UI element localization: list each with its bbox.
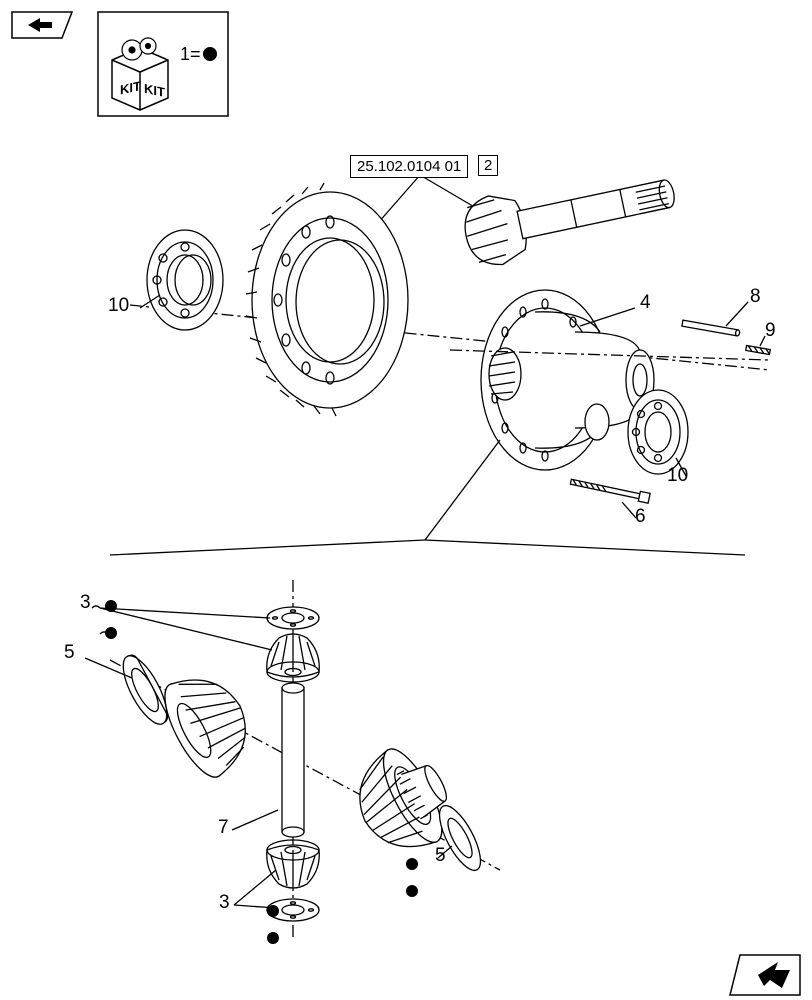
kit-legend-text: 1= bbox=[180, 44, 201, 64]
forward-icon[interactable] bbox=[730, 955, 800, 995]
callout-10b: 10 bbox=[667, 465, 688, 487]
bolt bbox=[570, 477, 650, 503]
side-gear-left bbox=[154, 660, 265, 785]
diagram-canvas: KIT KIT 1= bbox=[0, 0, 812, 1000]
callout-5b: 5 bbox=[435, 845, 446, 867]
reference-code: 25.102.0104 01 bbox=[357, 158, 461, 175]
spider-gear-top bbox=[267, 634, 320, 682]
kit-bullet bbox=[105, 600, 117, 612]
kit-bullet bbox=[406, 885, 418, 897]
pin bbox=[682, 320, 740, 336]
thrust-washer-small-top bbox=[267, 607, 319, 629]
bearing-right bbox=[628, 390, 688, 474]
kit-bullet bbox=[406, 858, 418, 870]
kit-bullet bbox=[267, 932, 279, 944]
callout-3a: 3 bbox=[80, 592, 91, 614]
callout-10a: 10 bbox=[108, 295, 129, 317]
callout-3b: 3 bbox=[219, 892, 230, 914]
callout-9: 9 bbox=[765, 320, 776, 342]
kit-bullet bbox=[105, 627, 117, 639]
callout-5a: 5 bbox=[64, 642, 75, 664]
callout-8: 8 bbox=[750, 286, 761, 308]
callout-4: 4 bbox=[640, 292, 651, 314]
kit-legend-bullet bbox=[203, 47, 217, 61]
reference-code-box: 25.102.0104 01 bbox=[350, 155, 468, 178]
bearing-left bbox=[147, 230, 223, 330]
back-icon[interactable] bbox=[12, 12, 72, 38]
roll-pin bbox=[746, 345, 771, 354]
reference-note-box: 2 bbox=[478, 155, 498, 176]
callout-6: 6 bbox=[635, 506, 646, 528]
kit-legend-box: KIT KIT 1= bbox=[98, 12, 228, 116]
side-gear-right bbox=[341, 735, 466, 867]
callout-7: 7 bbox=[218, 817, 229, 839]
reference-note: 2 bbox=[484, 157, 492, 174]
ring-gear bbox=[246, 183, 408, 416]
cross-shaft bbox=[282, 683, 304, 837]
spider-gear-bottom bbox=[267, 840, 320, 888]
kit-bullet bbox=[267, 905, 279, 917]
diff-housing bbox=[481, 290, 654, 470]
